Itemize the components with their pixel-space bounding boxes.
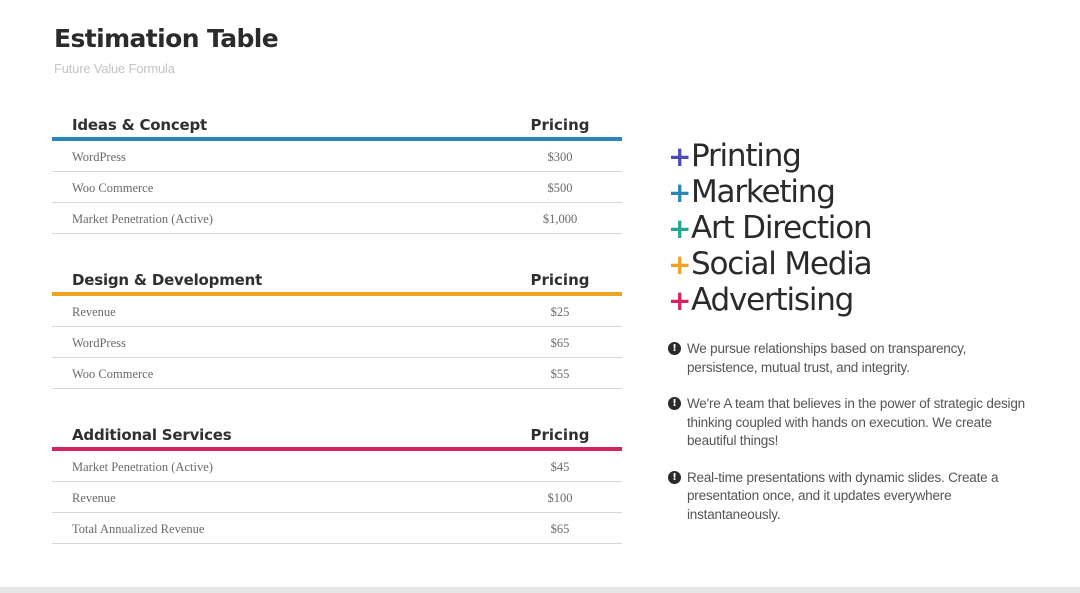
table-row: Woo Commerce $55: [52, 358, 622, 389]
service-label: Printing: [691, 138, 802, 174]
table-row: Market Penetration (Active) $45: [52, 451, 622, 482]
section-title: Ideas & Concept: [72, 116, 208, 134]
table-row: WordPress $65: [52, 327, 622, 358]
note-text: We're A team that believes in the power …: [687, 396, 1025, 448]
exclamation-icon: !: [668, 397, 681, 410]
section-title: Design & Development: [72, 271, 263, 289]
page-title: Estimation Table: [54, 24, 279, 53]
plus-icon: +: [668, 175, 692, 209]
service-item: + Marketing: [668, 174, 871, 210]
section-header: Design & Development Pricing: [52, 258, 622, 292]
row-price: $300: [547, 150, 573, 164]
table-row: Market Penetration (Active) $1,000: [52, 203, 622, 234]
services-list: + Printing + Marketing + Art Direction +…: [668, 138, 873, 318]
row-price: $1,000: [542, 212, 578, 226]
row-price: $65: [550, 522, 570, 536]
service-label: Marketing: [691, 174, 836, 210]
row-item: WordPress: [72, 336, 126, 350]
row-item: Market Penetration (Active): [72, 460, 213, 474]
plus-icon: +: [668, 139, 692, 173]
notes-list: ! We pursue relationships based on trans…: [668, 340, 1028, 542]
service-item: + Printing: [668, 138, 871, 174]
row-price: $500: [547, 181, 573, 195]
row-item: Woo Commerce: [72, 181, 154, 195]
table-row: Revenue $25: [52, 296, 622, 327]
service-item: + Social Media: [668, 246, 873, 282]
section-color-bar: [52, 137, 622, 141]
row-price: $55: [550, 367, 570, 381]
row-item: WordPress: [72, 150, 126, 164]
section-color-bar: [52, 292, 622, 296]
note-item: ! We're A team that believes in the powe…: [668, 395, 1028, 451]
row-item: Woo Commerce: [72, 367, 154, 381]
page-subtitle: Future Value Formula: [54, 61, 175, 76]
exclamation-icon: !: [668, 470, 681, 484]
row-price: $65: [550, 336, 570, 350]
note-text: We pursue relationships based on transpa…: [687, 341, 967, 375]
table-row: Woo Commerce $500: [52, 172, 622, 203]
row-item: Revenue: [72, 305, 116, 319]
section-design-development: Design & Development Pricing Revenue $25…: [52, 258, 622, 389]
note-item: ! Real-time presentations with dynamic s…: [668, 469, 1028, 525]
section-header: Ideas & Concept Pricing: [52, 103, 622, 137]
row-price: $25: [550, 305, 570, 319]
row-price: $45: [550, 460, 570, 474]
service-label: Advertising: [691, 282, 854, 318]
section-color-bar: [52, 447, 622, 451]
service-label: Social Media: [691, 246, 873, 282]
service-item: + Art Direction: [668, 210, 873, 246]
section-header: Additional Services Pricing: [52, 413, 622, 447]
plus-icon: +: [668, 283, 692, 317]
row-item: Revenue: [72, 491, 116, 505]
service-label: Art Direction: [691, 210, 873, 246]
section-title: Additional Services: [72, 426, 232, 444]
section-additional-services: Additional Services Pricing Market Penet…: [52, 413, 622, 544]
table-row: WordPress $300: [52, 141, 622, 172]
pricing-header: Pricing: [530, 426, 590, 444]
pricing-header: Pricing: [530, 271, 590, 289]
table-row: Total Annualized Revenue $65: [52, 513, 622, 544]
service-item: + Advertising: [668, 282, 871, 318]
plus-icon: +: [668, 247, 692, 281]
note-item: ! We pursue relationships based on trans…: [668, 340, 1028, 377]
plus-icon: +: [668, 211, 692, 245]
table-row: Revenue $100: [52, 482, 622, 513]
row-item: Market Penetration (Active): [72, 212, 213, 226]
note-text: Real-time presentations with dynamic sli…: [687, 469, 999, 522]
pricing-header: Pricing: [530, 116, 590, 134]
section-ideas-concept: Ideas & Concept Pricing WordPress $300 W…: [52, 103, 622, 234]
row-item: Total Annualized Revenue: [72, 522, 205, 536]
row-price: $100: [547, 491, 573, 505]
exclamation-icon: !: [668, 342, 681, 355]
